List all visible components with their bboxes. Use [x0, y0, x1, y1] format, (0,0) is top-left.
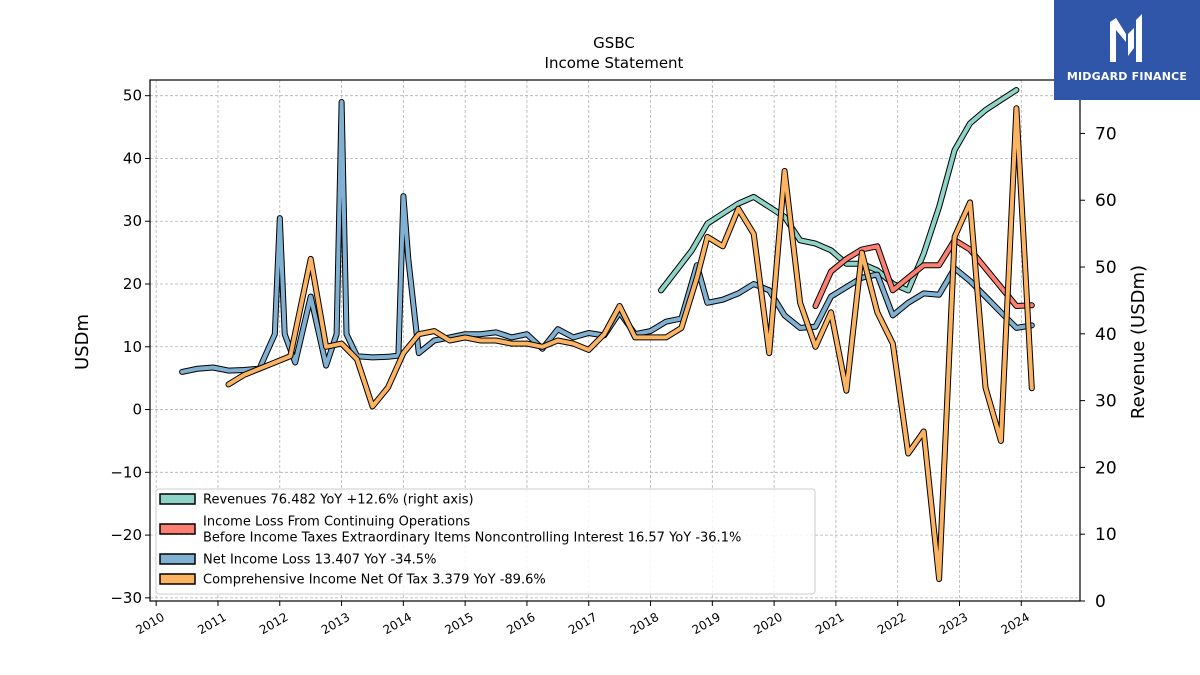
x-tick-label: 2020: [751, 610, 784, 637]
chart-legend: Revenues 76.482 YoY +12.6% (right axis) I…: [155, 488, 816, 595]
x-tick-label: 2017: [566, 610, 599, 637]
y-tick-label-right: 50: [1095, 258, 1117, 278]
legend-swatch-0: [159, 493, 196, 505]
y-axis-label-left: USDm: [72, 314, 93, 370]
y-tick-label-right: 10: [1095, 525, 1117, 545]
y-tick-label-left: −10: [110, 463, 142, 481]
y-tick-label-left: 0: [132, 401, 142, 419]
x-tick-label: 2013: [319, 610, 352, 637]
x-tick-label: 2023: [937, 610, 970, 637]
series-layer: [179, 87, 1035, 582]
y-tick-label-right: 60: [1095, 191, 1117, 211]
y-tick-label-right: 20: [1095, 458, 1117, 478]
y-tick-label-left: 50: [123, 87, 142, 105]
legend-label-1: Before Income Taxes Extraordinary Items …: [203, 531, 741, 546]
y-tick-label-left: 30: [123, 212, 142, 230]
brand-name: MIDGARD FINANCE: [1066, 70, 1188, 83]
x-tick-label: 2014: [381, 610, 414, 637]
y-tick-label-left: 20: [123, 275, 142, 293]
y-tick-label-right: 40: [1095, 325, 1117, 345]
y-tick-label-left: 10: [123, 338, 142, 356]
legend-swatch-2: [159, 553, 196, 565]
x-tick-label: 2012: [257, 610, 290, 637]
x-tick-label: 2011: [195, 610, 228, 637]
legend-label-3: Comprehensive Income Net Of Tax 3.379 Yo…: [203, 573, 546, 588]
legend-box: [155, 488, 816, 595]
y-tick-label-left: 40: [123, 149, 142, 167]
midgard-logo-icon: [1110, 14, 1142, 62]
y-tick-label-right: 70: [1095, 124, 1117, 144]
y-tick-label-left: −30: [110, 589, 142, 607]
y-tick-label-right: 0: [1095, 592, 1106, 612]
series-line-0: [659, 88, 1019, 293]
legend-swatch-1: [159, 523, 196, 535]
y-tick-label-right: 30: [1095, 392, 1117, 412]
x-tick-label: 2022: [875, 610, 908, 637]
x-tick-label: 2021: [813, 610, 846, 637]
chart-subtitle: Income Statement: [545, 54, 684, 72]
x-tick-label: 2018: [628, 610, 661, 637]
y-tick-label-left: −20: [110, 526, 142, 544]
series-line-2: [180, 100, 1034, 374]
x-tick-label: 2019: [690, 610, 723, 637]
series-line-3: [226, 106, 1034, 581]
chart-title: GSBC: [593, 34, 635, 52]
legend-label-2: Net Income Loss 13.407 YoY -34.5%: [203, 553, 436, 568]
x-tick-label: 2024: [999, 610, 1032, 637]
brand-logo: MIDGARD FINANCE: [1054, 0, 1200, 100]
legend-label-0: Revenues 76.482 YoY +12.6% (right axis): [203, 493, 474, 508]
y-axis-label-right: Revenue (USDm): [1128, 265, 1149, 419]
plot-frame: [149, 79, 1081, 602]
x-tick-label: 2015: [442, 610, 475, 637]
series-line-1: [813, 238, 1034, 308]
x-tick-label: 2016: [504, 610, 537, 637]
series-outline-0: [658, 87, 1020, 294]
legend-swatch-3: [159, 573, 196, 585]
x-tick-label: 2010: [133, 610, 166, 637]
legend-label-1: Income Loss From Continuing Operations: [203, 515, 470, 530]
